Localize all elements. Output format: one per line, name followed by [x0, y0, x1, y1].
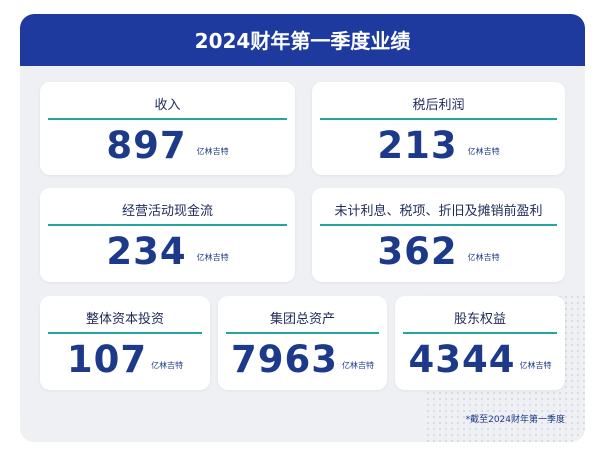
title: 2024财年第一季度业绩: [20, 14, 585, 66]
card: 股东权益 4344 亿林吉特: [395, 296, 565, 390]
card-label: 整体资本投资: [85, 312, 164, 327]
card-value: 234: [106, 230, 187, 273]
card: 整体资本投资 107 亿林吉特: [40, 296, 210, 390]
card-label: 未计利息、税项、折旧及摊销前盈利: [334, 204, 543, 219]
card-value: 107: [66, 338, 148, 381]
card: 收入 897 亿林吉特: [40, 82, 295, 175]
card-value: 213: [377, 124, 458, 167]
footnote: *截至2024财年第一季度: [465, 415, 565, 425]
card-unit: 亿林吉特: [196, 253, 229, 262]
card: 经营活动现金流 234 亿林吉特: [40, 188, 295, 282]
card-unit: 亿林吉特: [151, 361, 184, 370]
card-label: 经营活动现金流: [121, 204, 213, 219]
card-unit: 亿林吉特: [196, 147, 229, 156]
card-unit: 亿林吉特: [341, 361, 374, 370]
card-label: 税后利润: [412, 98, 465, 113]
card-label: 集团总资产: [269, 312, 335, 327]
card-value: 362: [377, 230, 458, 273]
card-unit: 亿林吉特: [467, 147, 500, 156]
panel: 2024财年第一季度业绩 收入 897 亿林吉特 税后利润 213 亿林吉特 经营活…: [20, 14, 585, 442]
card-value: 7963: [231, 338, 338, 381]
card: 税后利润 213 亿林吉特: [312, 82, 565, 175]
card-label: 股东权益: [453, 312, 506, 327]
card: 集团总资产 7963 亿林吉特: [218, 296, 387, 390]
card-value: 4344: [408, 338, 516, 381]
card-label: 收入: [154, 98, 181, 113]
card-unit: 亿林吉特: [467, 253, 500, 262]
card-value: 897: [106, 124, 187, 167]
card: 未计利息、税项、折旧及摊销前盈利 362 亿林吉特: [312, 188, 565, 282]
card-unit: 亿林吉特: [519, 361, 552, 370]
